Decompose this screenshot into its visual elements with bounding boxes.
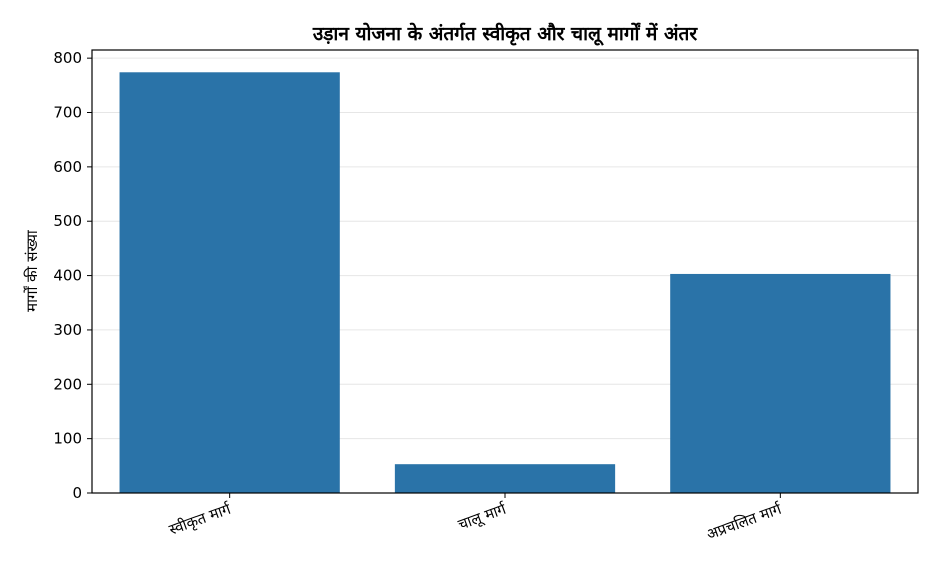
y-tick-label: 400 (53, 267, 82, 285)
y-tick-label: 800 (53, 49, 82, 67)
y-tick-label: 0 (72, 484, 82, 502)
x-axis: स्वीकृत मार्ग चालू मार्ग अप्रचलित मार्ग (167, 493, 785, 544)
bar (394, 464, 616, 493)
x-tick-label: स्वीकृत मार्ग (167, 500, 235, 540)
y-tick-label: 600 (53, 158, 82, 176)
y-tick-label: 300 (53, 321, 82, 339)
x-tick-label: चालू मार्ग (456, 500, 510, 535)
y-axis: 0 100 200 300 400 500 600 700 800 (53, 49, 92, 502)
x-tick-label: अप्रचलित मार्ग (704, 500, 785, 544)
bar (670, 273, 891, 493)
y-tick-label: 500 (53, 212, 82, 230)
y-tick-label: 100 (53, 430, 82, 448)
bar (119, 72, 340, 493)
y-axis-label: मार्गों की संख्या (23, 229, 41, 312)
bar-layer (119, 72, 891, 493)
y-tick-label: 700 (53, 104, 82, 122)
y-tick-label: 200 (53, 375, 82, 393)
chart-title: उड़ान योजना के अंतर्गत स्वीकृत और चालू म… (312, 22, 699, 46)
